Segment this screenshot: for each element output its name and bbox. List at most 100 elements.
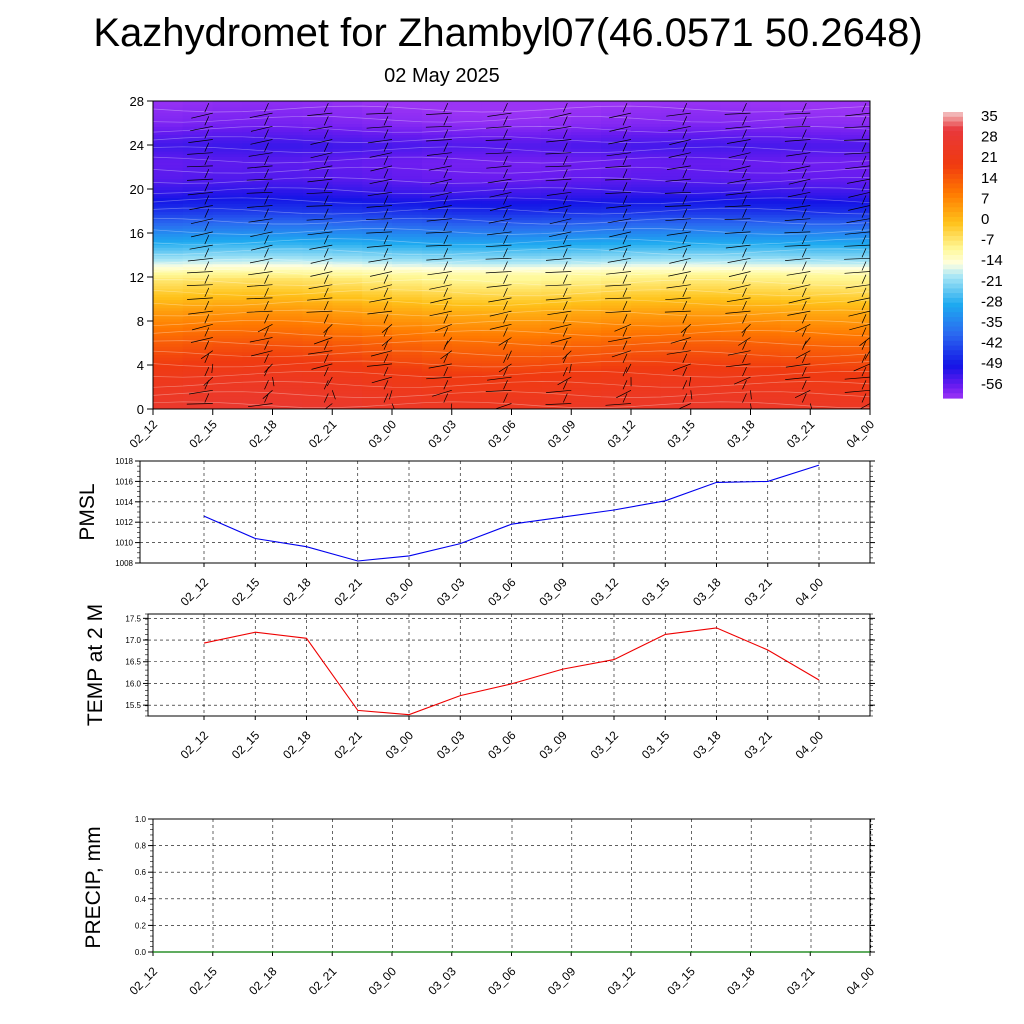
field-cell [541,378,573,383]
field-cell [810,326,842,331]
x-tick-label: 02_12 [178,728,212,762]
field-cell [182,282,214,287]
field-cell [750,123,782,127]
field-cell [242,398,274,402]
x-tick-label: 03_03 [425,964,459,998]
x-tick-label: 02_15 [186,964,220,998]
field-cell [840,125,870,130]
field-cell [153,139,184,144]
field-cell [481,249,513,254]
field-cell [451,114,483,119]
field-cell [601,348,632,353]
field-cell [541,235,573,240]
field-cell [272,326,304,331]
field-cell [571,315,603,320]
field-cell [481,318,513,323]
field-cell [690,315,722,320]
field-cell [571,167,603,171]
field-cell [810,345,842,350]
field-cell [302,186,334,191]
field-cell [481,340,513,345]
field-cell [631,340,662,345]
field-cell [212,310,244,314]
field-cell [451,266,483,270]
colorbar-swatch [943,135,963,142]
field-cell [212,158,244,163]
field-cell [182,310,214,314]
field-cell [182,362,214,367]
field-cell [153,329,184,334]
field-cell [272,178,304,182]
wind-barb [784,129,811,142]
field-cell [541,219,573,224]
field-cell [421,362,453,367]
section-x-tick-label: 03_06 [485,417,519,451]
field-cell [392,345,423,350]
field-cell [750,136,782,141]
field-cell [660,403,692,408]
field-cell [332,216,364,221]
field-cell [601,307,632,312]
field-cell [631,268,662,273]
y-tick-label: 16.0 [125,679,141,688]
field-cell [332,230,364,234]
field-cell [332,117,364,122]
field-cell [182,395,214,400]
field-cell [660,354,692,358]
field-cell [541,156,573,160]
x-tick-label: 02_21 [306,964,340,998]
field-cell [481,134,513,138]
x-tick-label: 04_00 [793,575,827,609]
colorbar-label: -14 [981,252,1003,269]
field-cell [601,318,632,323]
wind-barb [784,208,811,221]
field-cell [780,219,812,224]
field-cell [750,263,782,268]
field-cell [840,178,870,182]
field-cell [421,189,453,193]
field-cell [302,406,334,409]
field-cell [362,282,393,287]
wind-barb [307,102,333,116]
field-cell [153,392,184,397]
field-cell [332,345,364,350]
field-cell [332,266,364,270]
plot-frame [139,460,871,564]
field-cell [332,318,364,323]
field-cell [421,238,453,243]
field-cell [750,219,782,224]
field-cell [571,233,603,237]
colorbar-swatch [943,321,963,328]
x-tick-label: 03_09 [536,575,570,609]
field-cell [153,120,184,125]
field-cell [780,271,812,276]
field-cell [690,139,722,144]
field-cell [153,112,184,116]
wind-barb [787,155,811,171]
field-cell [631,136,662,141]
field-cell [242,136,274,141]
field-cell [212,290,244,295]
field-cell [810,216,842,221]
field-cell [272,244,304,248]
field-cell [720,230,752,234]
field-cell [541,392,573,397]
field-cell [511,271,543,276]
field-cell [332,381,364,386]
field-cell [272,230,304,234]
field-cell [242,351,274,356]
field-cell [601,395,632,400]
field-cell [182,389,214,394]
field-cell [272,216,304,221]
field-cell [720,392,752,397]
field-cell [302,164,334,169]
field-cell [451,378,483,383]
field-cell [810,213,842,218]
field-cell [631,131,662,136]
field-cell [362,120,393,125]
field-cell [511,263,543,268]
field-cell [302,123,334,127]
field-cell [780,354,812,358]
contour-line [153,350,870,358]
field-cell [780,290,812,295]
